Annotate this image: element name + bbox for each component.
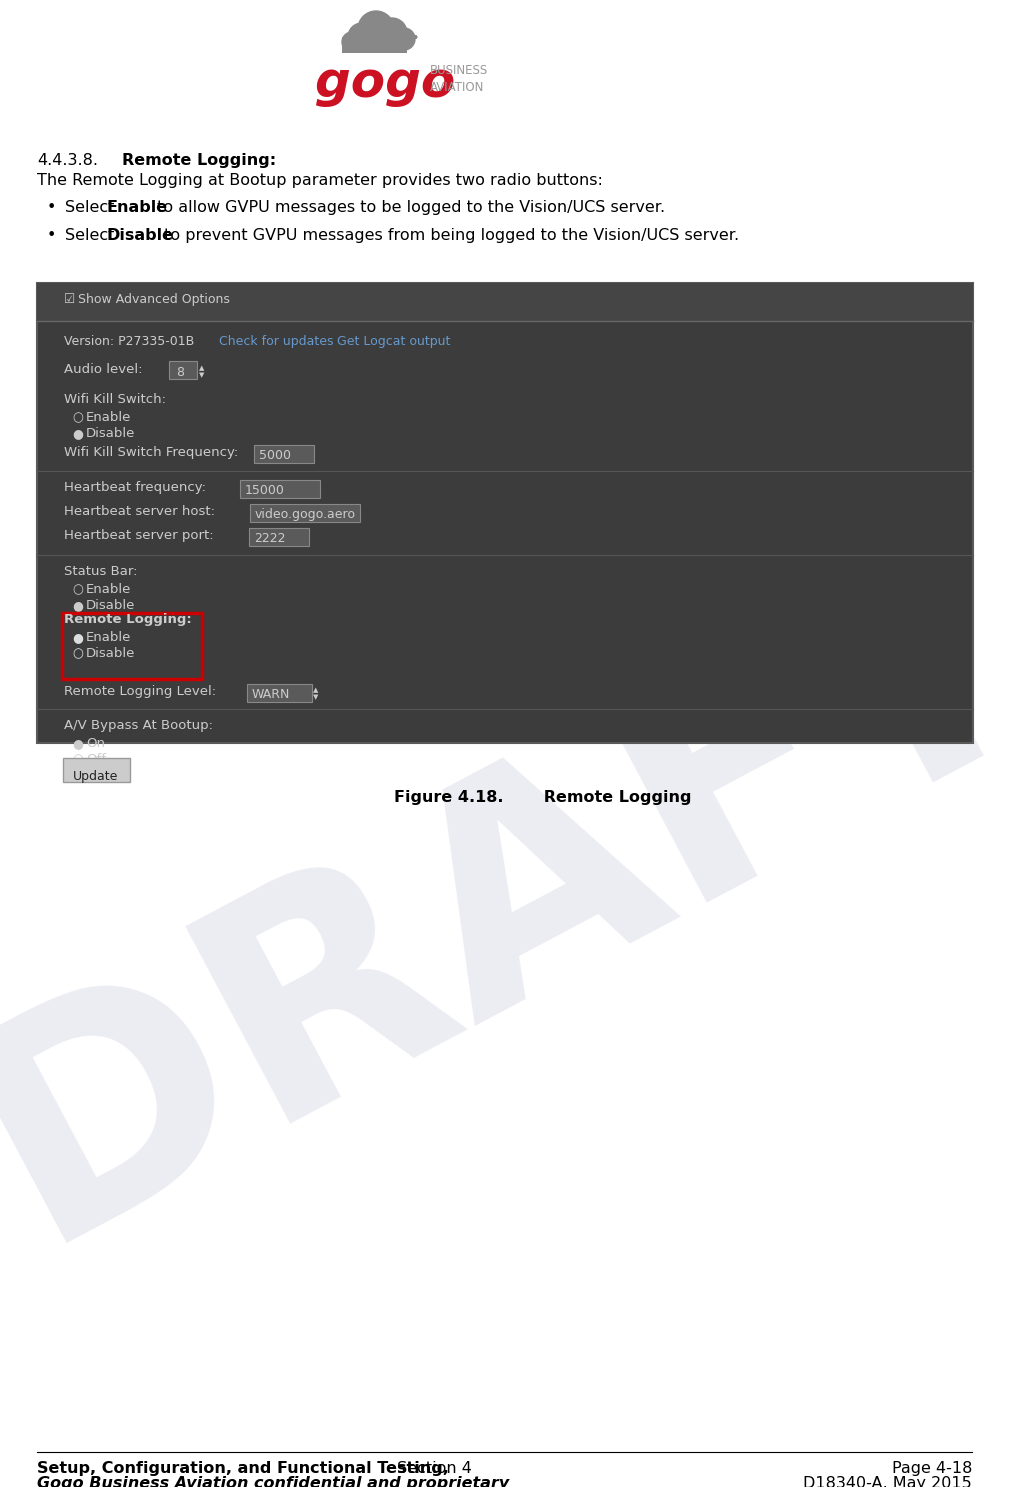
Text: WARN: WARN	[252, 688, 291, 700]
Text: A/V Bypass At Bootup:: A/V Bypass At Bootup:	[64, 720, 213, 732]
Text: Select: Select	[65, 228, 119, 242]
Text: Page 4-18: Page 4-18	[892, 1462, 972, 1477]
Text: ●: ●	[72, 630, 83, 644]
FancyBboxPatch shape	[254, 445, 314, 462]
Text: DRAFT: DRAFT	[0, 501, 1009, 1300]
Text: Wifi Kill Switch:: Wifi Kill Switch:	[64, 393, 166, 406]
Text: Enable: Enable	[86, 630, 131, 644]
Text: to allow GVPU messages to be logged to the Vision/UCS server.: to allow GVPU messages to be logged to t…	[152, 199, 665, 216]
Text: Figure 4.18.: Figure 4.18.	[395, 790, 504, 804]
Text: Wifi Kill Switch Frequency:: Wifi Kill Switch Frequency:	[64, 446, 238, 459]
FancyBboxPatch shape	[63, 758, 130, 782]
Text: Audio level:: Audio level:	[64, 363, 142, 376]
Text: ○: ○	[72, 410, 83, 424]
Text: Off: Off	[86, 752, 106, 766]
Text: to prevent GVPU messages from being logged to the Vision/UCS server.: to prevent GVPU messages from being logg…	[159, 228, 740, 242]
Text: BUSINESS
AVIATION: BUSINESS AVIATION	[430, 64, 488, 94]
FancyBboxPatch shape	[240, 480, 320, 498]
Text: 4.4.3.8.: 4.4.3.8.	[37, 153, 98, 168]
Text: Disable: Disable	[106, 228, 173, 242]
Text: 2222: 2222	[254, 532, 286, 546]
FancyBboxPatch shape	[250, 504, 360, 522]
FancyBboxPatch shape	[37, 283, 973, 321]
Text: 5000: 5000	[259, 449, 291, 462]
Text: The Remote Logging at Bootup parameter provides two radio buttons:: The Remote Logging at Bootup parameter p…	[37, 172, 602, 187]
Text: ●: ●	[72, 427, 83, 440]
Text: ▼: ▼	[313, 694, 319, 700]
Text: Get Logcat output: Get Logcat output	[337, 335, 450, 348]
Text: Remote Logging Level:: Remote Logging Level:	[64, 686, 216, 697]
Text: ▼: ▼	[199, 372, 205, 378]
FancyBboxPatch shape	[247, 684, 312, 702]
Text: ○: ○	[72, 647, 83, 660]
Text: 15000: 15000	[245, 483, 285, 497]
Circle shape	[393, 28, 415, 51]
Text: Gogo Business Aviation confidential and proprietary: Gogo Business Aviation confidential and …	[37, 1477, 510, 1487]
Text: Heartbeat frequency:: Heartbeat frequency:	[64, 480, 206, 494]
Text: Enable: Enable	[86, 583, 131, 596]
Circle shape	[358, 10, 394, 48]
Circle shape	[377, 18, 407, 48]
Text: video.gogo.aero: video.gogo.aero	[255, 509, 356, 520]
Text: Disable: Disable	[86, 599, 135, 613]
Text: Remote Logging: Remote Logging	[510, 790, 691, 804]
FancyBboxPatch shape	[342, 37, 407, 54]
Text: D18340-A, May 2015: D18340-A, May 2015	[803, 1477, 972, 1487]
Text: Enable: Enable	[106, 199, 167, 216]
Text: •: •	[47, 199, 57, 216]
Text: Update: Update	[74, 770, 119, 784]
Text: Status Bar:: Status Bar:	[64, 565, 137, 578]
Text: On: On	[86, 738, 105, 749]
Text: Check for updates: Check for updates	[219, 335, 334, 348]
Text: Show Advanced Options: Show Advanced Options	[78, 293, 230, 306]
Text: ▲: ▲	[199, 364, 205, 370]
Text: ▲: ▲	[313, 687, 319, 693]
Circle shape	[348, 22, 376, 51]
Text: gogo: gogo	[315, 59, 455, 107]
Text: ○: ○	[72, 752, 83, 766]
Text: Heartbeat server port:: Heartbeat server port:	[64, 529, 214, 541]
Text: ☑: ☑	[64, 293, 76, 306]
FancyBboxPatch shape	[169, 361, 197, 379]
Text: ●: ●	[72, 599, 83, 613]
FancyBboxPatch shape	[249, 528, 309, 546]
Text: Section 4: Section 4	[393, 1462, 472, 1477]
Text: Enable: Enable	[86, 410, 131, 424]
Text: Remote Logging:: Remote Logging:	[122, 153, 276, 168]
Text: Version: P27335-01B: Version: P27335-01B	[64, 335, 195, 348]
FancyBboxPatch shape	[37, 283, 973, 744]
Text: 8: 8	[176, 366, 184, 379]
Circle shape	[342, 33, 362, 52]
Text: Remote Logging:: Remote Logging:	[64, 613, 192, 626]
Text: ●: ●	[72, 738, 83, 749]
Text: Disable: Disable	[86, 647, 135, 660]
Text: ○: ○	[72, 583, 83, 596]
Text: Disable: Disable	[86, 427, 135, 440]
Text: Select: Select	[65, 199, 119, 216]
Text: Heartbeat server host:: Heartbeat server host:	[64, 506, 215, 517]
Text: •: •	[47, 228, 57, 242]
Text: Setup, Configuration, and Functional Testing,: Setup, Configuration, and Functional Tes…	[37, 1462, 449, 1477]
